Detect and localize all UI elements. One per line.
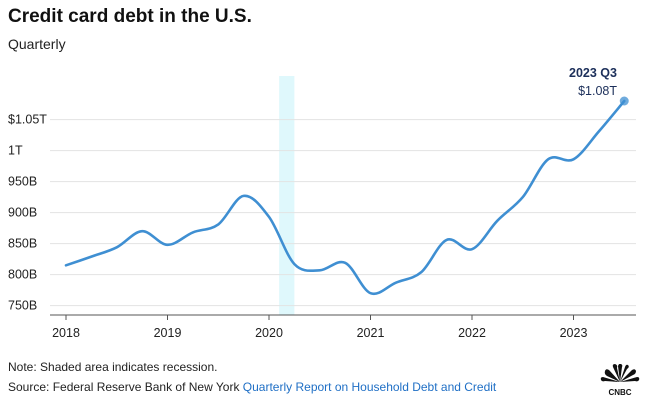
y-tick-label: 800B [8, 268, 37, 282]
source-prefix: Source: Federal Reserve Bank of New York [8, 380, 240, 394]
annotation-layer: 2023 Q3 $1.08T [569, 66, 617, 98]
x-axis-layer [50, 314, 636, 320]
y-tick-label: $1.05T [8, 113, 47, 127]
y-tick-label: 950B [8, 175, 37, 189]
cnbc-logo: CNBC [600, 364, 640, 397]
credit-card-debt-line [64, 99, 626, 296]
chart-note: Note: Shaded area indicates recession. [8, 360, 218, 374]
chart-source: Source: Federal Reserve Bank of New York… [8, 380, 496, 394]
chart-title: Credit card debt in the U.S. [8, 6, 252, 27]
x-tick-label: 2022 [458, 326, 486, 340]
annotation-period: 2023 Q3 [569, 66, 617, 80]
x-axis-ticks: 2018 2019 2020 2021 2022 2023 [52, 326, 587, 340]
x-tick-label: 2018 [52, 326, 80, 340]
y-tick-label: 750B [8, 299, 37, 313]
peacock-icon [600, 364, 640, 382]
logo-text: CNBC [608, 388, 631, 397]
x-tick-label: 2023 [560, 326, 588, 340]
chart-subtitle: Quarterly [8, 36, 66, 52]
x-tick-label: 2020 [255, 326, 283, 340]
latest-data-point [619, 96, 629, 106]
gridlines-layer [50, 119, 636, 307]
credit-card-debt-chart: 750B 800B 850B 900B 950B 1T $1.05T 2018 2019 202… [8, 66, 636, 340]
series-layer [64, 96, 629, 296]
x-tick-label: 2021 [357, 326, 385, 340]
recession-area-layer [279, 76, 295, 315]
source-link[interactable]: Quarterly Report on Household Debt and C… [242, 380, 497, 394]
y-axis-ticks: 750B 800B 850B 900B 950B 1T $1.05T [8, 113, 47, 313]
y-tick-label: 900B [8, 206, 37, 220]
recession-band [279, 76, 295, 315]
x-tick-label: 2019 [154, 326, 182, 340]
y-tick-label: 850B [8, 237, 37, 251]
y-tick-label: 1T [8, 144, 23, 158]
annotation-value: $1.08T [578, 84, 617, 98]
